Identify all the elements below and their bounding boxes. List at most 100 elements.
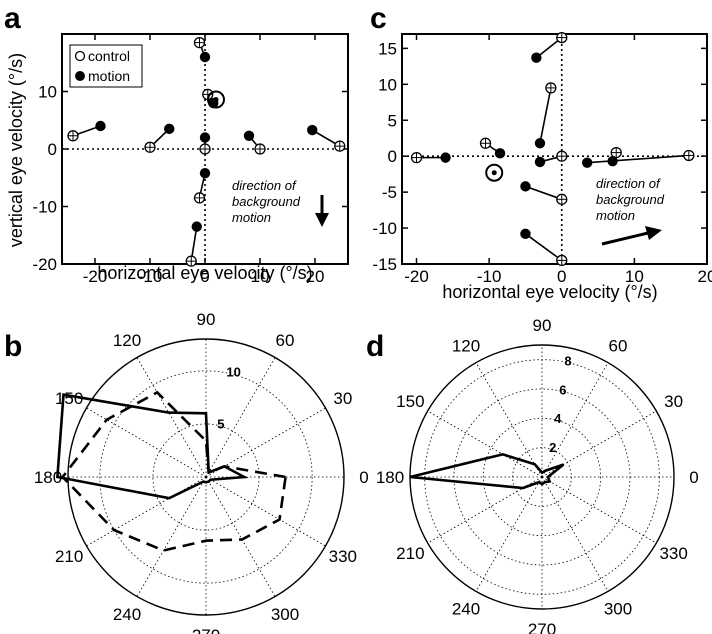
annotation-a-line3: motion xyxy=(232,210,271,225)
x-tick-label-c: -20 xyxy=(404,267,429,286)
annotation-c-line2: background xyxy=(596,192,665,207)
annotation-c-line1: direction of xyxy=(596,176,661,191)
polar-angle-label-d: 150 xyxy=(396,392,424,411)
polar-angle-label-b: 300 xyxy=(271,605,299,624)
legend-marker-motion xyxy=(75,71,85,81)
motion-point-c xyxy=(520,181,531,192)
polar-angle-label-b: 240 xyxy=(113,605,141,624)
polar-spoke-d xyxy=(427,410,543,478)
y-tick-label-a: 0 xyxy=(48,140,57,159)
polar-angle-label-d: 30 xyxy=(664,392,683,411)
arrow-down-icon xyxy=(315,213,329,227)
legend-label-motion: motion xyxy=(88,68,130,84)
panel-letter-b: b xyxy=(4,330,22,363)
scatter-panel-c: -20 -10 0 10 20 -15 -10 -5 0 5 10 15 horizontal eye… xyxy=(372,31,712,302)
y-tick-label-c: 10 xyxy=(378,75,397,94)
annotation-c-line3: motion xyxy=(596,208,635,223)
polar-ring-label-d: 8 xyxy=(564,353,571,368)
motion-point-a xyxy=(191,221,202,232)
panel-letter-a: a xyxy=(4,2,21,35)
special-point-ring-c xyxy=(485,163,504,182)
polar-angle-label-b: 330 xyxy=(329,547,357,566)
x-tick-label-a: 10 xyxy=(251,267,270,286)
polar-spoke-d xyxy=(541,476,657,544)
x-tick-label-a: 20 xyxy=(306,267,325,286)
annotation-c: direction of background motion xyxy=(596,176,665,246)
control-point-c xyxy=(479,137,492,149)
polar-angle-label-b: 210 xyxy=(55,547,83,566)
polar-ring-label-d: 4 xyxy=(554,411,562,426)
y-tick-label-a: -10 xyxy=(32,198,57,217)
motion-point-a xyxy=(243,130,255,141)
polar-spoke-b xyxy=(205,476,276,597)
polar-ring-b xyxy=(99,370,313,584)
polar-angle-label-d: 330 xyxy=(659,544,687,563)
motion-point-a xyxy=(95,120,106,132)
annotation-a-line2: background xyxy=(232,194,301,209)
motion-point-c xyxy=(531,52,542,63)
x-axis-label-c: horizontal eye velocity (°/s) xyxy=(442,282,657,302)
motion-point-c xyxy=(440,152,451,163)
polar-ring-label-d: 2 xyxy=(549,440,556,455)
panel-letter-d: d xyxy=(366,330,384,363)
control-point-c xyxy=(556,31,568,44)
y-axis-label-a: vertical eye velocity (°/s) xyxy=(6,53,26,247)
polar-panel-d: 2 4 6 8 0 30 60 90 120 150 180 210 240 270 300 330 xyxy=(376,316,699,634)
x-tick-label-c: 20 xyxy=(698,267,712,286)
control-point-c xyxy=(410,151,423,164)
polar-angle-label-d: 0 xyxy=(689,468,698,487)
control-point-a xyxy=(334,140,346,152)
polar-spoke-b xyxy=(205,407,326,478)
motion-point-a xyxy=(164,123,175,135)
polar-angle-label-d: 60 xyxy=(609,336,628,355)
legend-marker-control xyxy=(74,50,86,62)
polar-ring-d xyxy=(482,417,602,537)
control-point-c xyxy=(556,193,568,205)
motion-point-a xyxy=(199,167,211,179)
y-tick-label-c: -5 xyxy=(382,183,397,202)
control-point-a xyxy=(193,192,206,204)
legend-label-control: control xyxy=(88,48,130,64)
polar-angle-label-d: 300 xyxy=(604,600,632,619)
pair-line-c xyxy=(525,185,563,201)
polar-spoke-b xyxy=(86,407,207,478)
x-tick-label-c: -10 xyxy=(477,267,502,286)
y-tick-label-c: 0 xyxy=(388,147,397,166)
y-tick-label-c: -15 xyxy=(372,255,397,274)
polar-angle-label-b: 180 xyxy=(34,468,62,487)
control-point-c xyxy=(683,149,695,162)
y-tick-label-c: 5 xyxy=(388,111,397,130)
x-tick-label-c: 10 xyxy=(625,267,644,286)
x-tick-label-a: -20 xyxy=(83,267,108,286)
special-point-dot-a xyxy=(213,97,219,103)
x-tick-label-a: 0 xyxy=(200,267,209,286)
y-tick-label-c: -10 xyxy=(372,219,397,238)
y-tick-label-a: 10 xyxy=(38,83,57,102)
polar-angle-label-d: 180 xyxy=(376,468,404,487)
annotation-a-line1: direction of xyxy=(232,178,297,193)
motion-point-a xyxy=(199,132,211,143)
pair-line-c xyxy=(524,233,563,262)
polar-spoke-d xyxy=(475,476,543,592)
plot-frame-c xyxy=(401,33,708,265)
polar-angle-label-b: 0 xyxy=(359,468,368,487)
motion-point-c xyxy=(534,138,546,149)
polar-spoke-b xyxy=(205,357,276,478)
control-point-a xyxy=(199,143,211,155)
panel-letter-c: c xyxy=(370,2,387,35)
control-point-a xyxy=(144,141,156,153)
x-axis-label-a: horizontal eye velocity (°/s) xyxy=(97,263,312,283)
polar-outer-circle-b xyxy=(67,338,345,616)
polar-panel-b: 5100306090120150180210240270300330 xyxy=(34,310,369,634)
motion-point-c xyxy=(494,148,506,159)
control-point-c xyxy=(556,254,568,267)
pair-line-c xyxy=(587,154,689,164)
arrow-shaft-c xyxy=(601,231,649,246)
polar-ring-label-b: 5 xyxy=(217,417,224,432)
polar-spoke-b xyxy=(205,476,326,547)
special-point-ring-a xyxy=(207,90,225,109)
annotation-a: direction of background motion xyxy=(232,178,329,227)
motion-point-a xyxy=(199,51,211,63)
control-point-a xyxy=(193,36,206,49)
control-point-c xyxy=(556,150,568,162)
